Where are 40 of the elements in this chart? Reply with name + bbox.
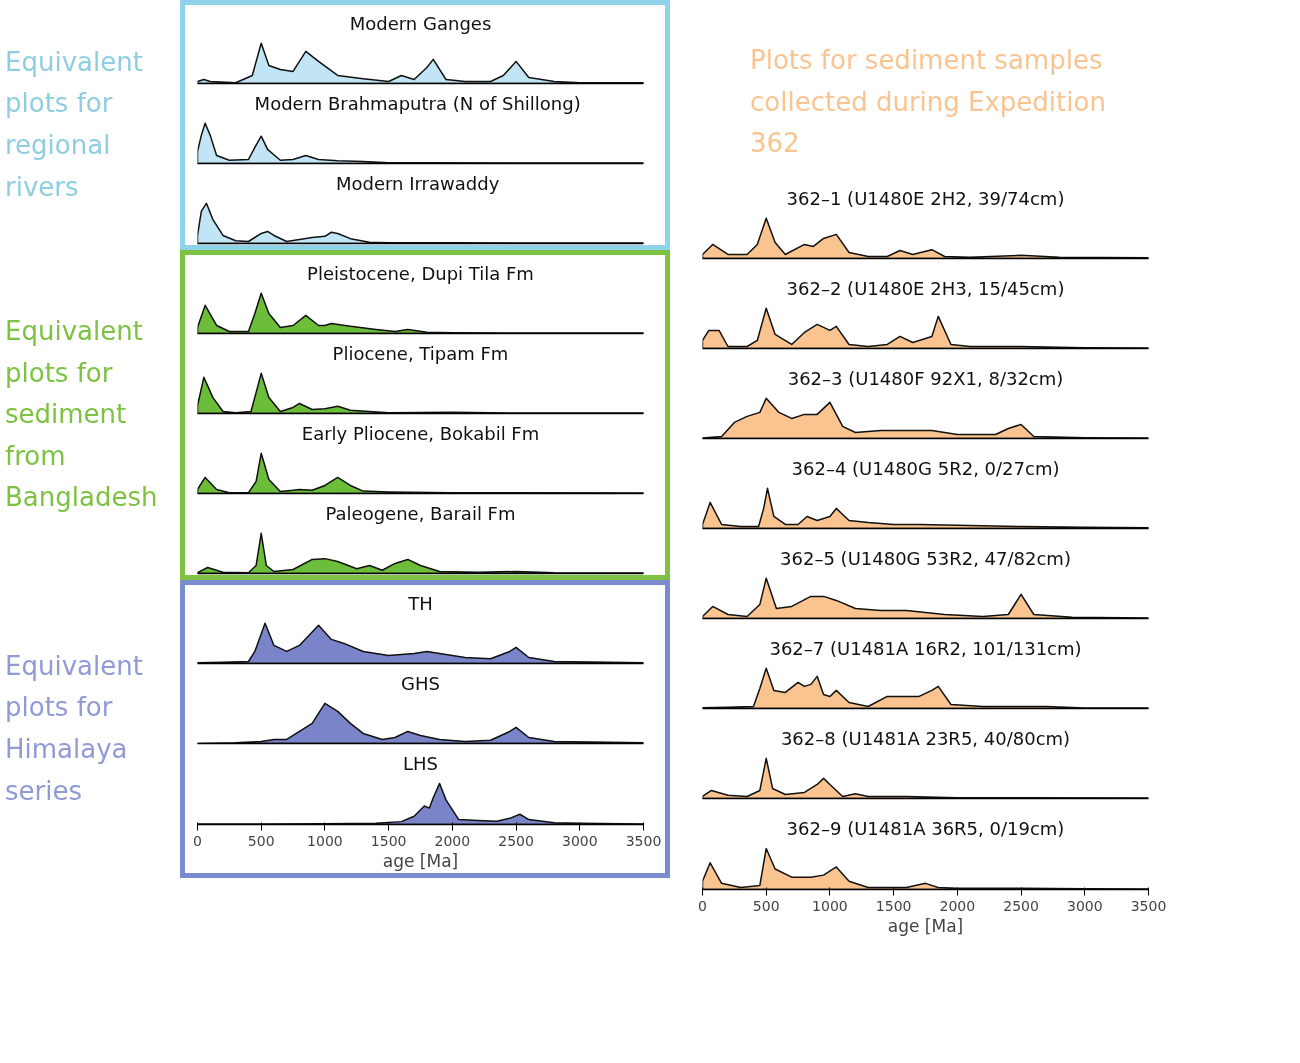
chart-title: Modern Irrawaddy [335,172,500,194]
x-tick-label: 3000 [1066,897,1103,914]
chart-title: Pleistocene, Dupi Tila Fm [307,262,534,284]
x-tick-label: 1000 [307,832,343,849]
x-tick-label: 500 [752,897,780,914]
x-tick-label: 0 [193,832,202,849]
chart-title: 362–2 (U1480E 2H3, 15/45cm) [786,277,1065,299]
x-axis-title: age [Ma] [887,915,964,936]
chart-title: GHS [401,672,440,694]
text: Plots for sediment samples collected during Expedition 362 [750,44,1107,161]
x-tick-label: 3500 [1130,897,1167,914]
chart-title: Pliocene, Tipam Fm [332,342,509,364]
text: Equivalent plots for Himalaya series [5,649,144,808]
chart-title: 362–4 (U1480G 5R2, 0/27cm) [791,457,1060,479]
chart-title: Paleogene, Barail Fm [325,502,516,524]
x-tick-label: 3000 [561,832,598,849]
chart-title: 362–1 (U1480E 2H2, 39/74cm) [786,187,1065,209]
x-tick-label: 2000 [939,897,976,914]
chart-title: Modern Brahmaputra (N of Shillong) [254,92,581,114]
text: Equivalent plots for sediment from Bangladesh [5,315,159,515]
chart-title: LHS [403,752,439,774]
x-tick-label: 2000 [434,832,471,849]
chart-title: 362–7 (U1481A 16R2, 101/131cm) [769,637,1082,659]
x-tick-label: 1000 [812,897,848,914]
text: Equivalent plots for regional rivers [5,45,144,204]
x-tick-label: 1500 [370,832,407,849]
chart-title: 362–3 (U1480F 92X1, 8/32cm) [787,367,1064,389]
x-tick-label: 2500 [1003,897,1039,914]
chart-title: 362–8 (U1481A 23R5, 40/80cm) [780,727,1071,749]
x-tick-label: 500 [247,832,275,849]
x-tick-label: 3500 [625,832,662,849]
x-tick-label: 2500 [498,832,534,849]
x-tick-label: 0 [698,897,707,914]
chart-title: 362–9 (U1481A 36R5, 0/19cm) [786,817,1065,839]
chart-title: TH [407,592,433,614]
chart-title: Early Pliocene, Bokabil Fm [301,422,540,444]
x-axis-title: age [Ma] [382,850,459,871]
chart-title: Modern Ganges [349,12,492,34]
x-tick-label: 1500 [875,897,912,914]
chart-title: 362–5 (U1480G 53R2, 47/82cm) [780,547,1071,569]
